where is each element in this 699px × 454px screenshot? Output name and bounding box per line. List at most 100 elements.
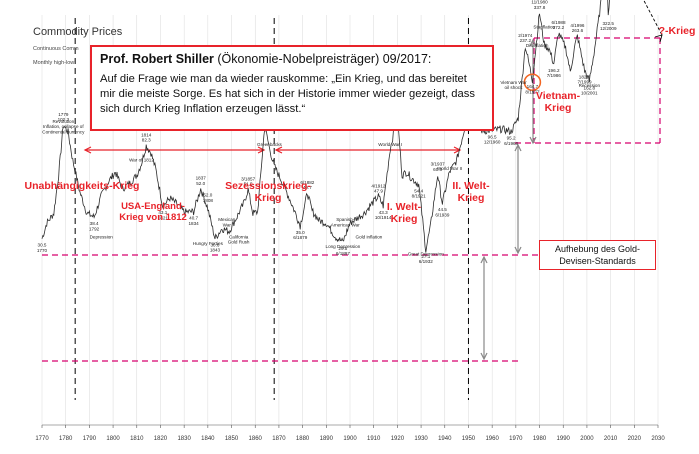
data-label-34: 52.0 1808 xyxy=(203,193,214,203)
x-tick-label: 1850 xyxy=(225,436,239,442)
data-label-35: 30.5 1770 xyxy=(37,243,48,253)
era-arrow-2-head-right xyxy=(453,146,462,154)
war-label-future: ?-Krieg xyxy=(658,25,696,37)
data-label-12: 54.4 8/1921 xyxy=(412,188,426,198)
data-label-18: 35.0 6/1879 xyxy=(293,230,307,240)
x-tick-label: 2010 xyxy=(604,436,618,442)
text-note-7: World War I xyxy=(378,142,402,147)
x-tick-label: 1900 xyxy=(343,436,357,442)
war-label-independence: Unabhängigkeits-Krieg xyxy=(24,180,140,192)
x-tick-label: 1930 xyxy=(414,436,428,442)
data-label-28: 6/1988 272.2 xyxy=(551,20,565,30)
data-label-1: 1814 82.3 xyxy=(141,132,152,142)
text-note-13: EM demand xyxy=(579,0,604,1)
data-label-9: 3/1857 51.5 xyxy=(241,176,255,186)
x-tick-label: 1820 xyxy=(154,436,168,442)
text-note-6: Spanish-American War xyxy=(331,217,360,227)
amplitude-arrow-mid-head-top xyxy=(514,143,522,152)
text-note-5: California Gold Rush xyxy=(228,234,250,244)
data-label-27: 196.2 7/1986 xyxy=(547,68,561,78)
era-arrow-2-head-left xyxy=(274,146,283,154)
text-note-0: Revolution Inflation, collapse of Continen… xyxy=(42,119,85,134)
chart-subtitle-1: Continuous Comm xyxy=(33,46,79,52)
text-note-14: Recession xyxy=(579,83,601,88)
text-note-18: Great Depression xyxy=(408,251,444,256)
shiller-quote-box: Prof. Robert Shiller (Ökonomie-Nobelprei… xyxy=(90,45,494,131)
data-label-21: 27.1 6/1932 xyxy=(419,254,433,264)
data-label-0: 1779 102.3 xyxy=(58,112,70,122)
text-note-9: Gold inflation xyxy=(356,234,383,239)
x-tick-label: 1860 xyxy=(249,436,263,442)
data-label-17: 30.6 1843 xyxy=(210,242,221,252)
projection-arrow xyxy=(643,0,663,36)
data-label-16: 40.7 1834 xyxy=(189,216,200,226)
chart-title: Commodity Prices xyxy=(33,26,123,38)
x-tick-label: 1890 xyxy=(320,436,334,442)
x-tick-label: 1920 xyxy=(391,436,405,442)
quote-author: Prof. Robert Shiller xyxy=(100,52,214,66)
x-tick-label: 1970 xyxy=(509,436,523,442)
war-label-1812: USA-England-Krieg von 1812 xyxy=(119,201,187,223)
data-label-11: 4/1912 47.9 xyxy=(371,183,385,193)
x-tick-label: 1840 xyxy=(201,436,215,442)
war-label-civil-war: Sezessionskrieg-Krieg xyxy=(225,180,311,204)
war-label-ww1: I. Welt-Krieg xyxy=(386,201,422,225)
x-tick-label: 1800 xyxy=(106,436,120,442)
text-note-10: Vietnam War oil shock xyxy=(500,80,527,90)
data-label-32: 322.5 12/2009 xyxy=(600,21,617,31)
data-label-23: 96.5 12/1960 xyxy=(484,134,501,144)
text-note-8: World War II xyxy=(437,166,462,171)
data-label-5: 11/1980 337.8 xyxy=(531,0,548,10)
amplitude-arrow-high-head-top xyxy=(529,38,537,47)
text-note-3: Greenbacks xyxy=(257,142,282,147)
text-note-1: War of 1812 xyxy=(129,157,154,162)
data-label-15: 43.1 1821 xyxy=(158,210,169,220)
quote-author-rest: (Ökonomie-Nobelpreisträger) 09/2017: xyxy=(213,52,432,66)
war-label-ww2: II. Welt-Krieg xyxy=(452,180,490,204)
amplitude-arrow-low-head-top xyxy=(480,255,488,264)
data-label-31: 162.8 10/2001 xyxy=(581,85,598,95)
x-tick-label: 2000 xyxy=(580,436,594,442)
era-arrow-1-head-left xyxy=(83,146,92,154)
text-note-17: Long Depression xyxy=(326,244,361,249)
x-tick-label: 1910 xyxy=(367,436,381,442)
data-label-8: 1837 52.0 xyxy=(196,176,207,186)
x-tick-label: 2030 xyxy=(651,436,665,442)
quote-header: Prof. Robert Shiller (Ökonomie-Nobelprei… xyxy=(100,52,484,67)
text-note-11: Stagflation xyxy=(533,24,555,29)
gold-standard-box: Aufhebung des Gold-Devisen-Standards xyxy=(539,240,656,270)
text-note-16: Hungry Forties xyxy=(193,241,224,246)
x-tick-label: 2020 xyxy=(628,436,642,442)
projection-arrow-head xyxy=(654,34,663,43)
x-tick-label: 1950 xyxy=(462,436,476,442)
amplitude-arrow-low-head-bottom xyxy=(480,352,488,361)
data-label-22: 44.5 6/1939 xyxy=(435,207,449,217)
data-label-20: 43.3 10/1914 xyxy=(375,210,392,220)
data-label-14: 38.4 1792 xyxy=(89,221,100,231)
highlight-circle-1977 xyxy=(523,73,542,91)
x-tick-label: 1790 xyxy=(83,436,97,442)
text-note-4: Mexican War xyxy=(218,217,236,227)
x-tick-label: 1880 xyxy=(296,436,310,442)
x-tick-label: 1870 xyxy=(272,436,286,442)
x-tick-label: 1830 xyxy=(177,436,191,442)
era-arrow-1-head-right xyxy=(257,146,266,154)
data-label-19: 29.5 6/1897 xyxy=(336,246,350,256)
quote-text: Auf die Frage wie man da wieder rauskomm… xyxy=(100,73,475,115)
x-tick-label: 1990 xyxy=(557,436,571,442)
x-tick-label: 1980 xyxy=(533,436,547,442)
data-label-26: 164.7 8/1977 xyxy=(525,84,539,94)
x-tick-label: 1940 xyxy=(438,436,452,442)
x-tick-label: 1960 xyxy=(485,436,499,442)
data-label-30: 182.7 7/1999 xyxy=(578,74,592,84)
data-label-25: 2/1974 237.2 xyxy=(518,33,532,43)
x-tick-label: 1770 xyxy=(35,436,49,442)
data-label-10: 6/1882 49.7 xyxy=(300,180,314,190)
text-note-15: Depression xyxy=(90,234,114,239)
x-tick-label: 1780 xyxy=(59,436,73,442)
series-line xyxy=(41,0,610,253)
data-label-24: 95.2 6/1968 xyxy=(504,136,518,146)
amplitude-arrow-mid-head-bottom xyxy=(514,246,522,255)
